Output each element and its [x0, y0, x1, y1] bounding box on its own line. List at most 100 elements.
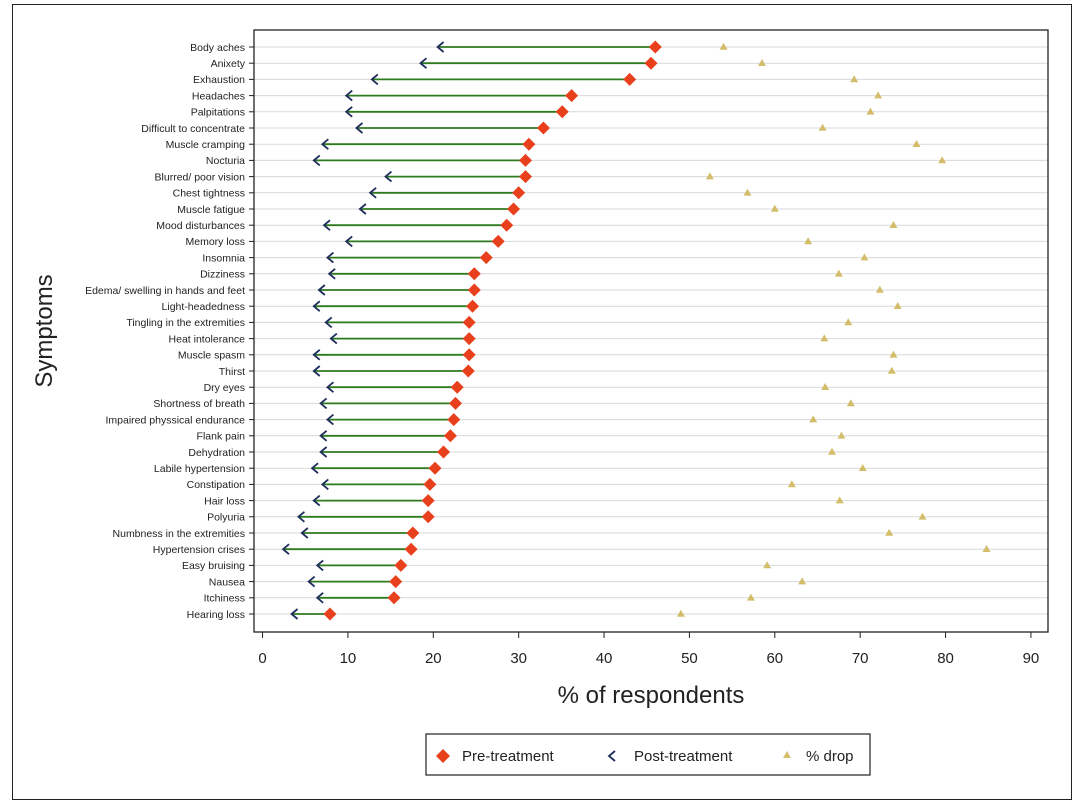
x-axis-title: % of respondents — [558, 682, 745, 709]
legend-diamond — [436, 749, 450, 763]
legend-arrow — [607, 750, 616, 762]
post-treatment-marker — [326, 381, 335, 393]
pre-treatment-marker — [421, 510, 435, 524]
percent-drop-marker — [770, 204, 779, 212]
post-treatment-marker — [370, 73, 379, 86]
pre-treatment-marker — [421, 494, 435, 508]
percent-drop-marker — [938, 156, 947, 164]
pre-treatment-marker — [423, 477, 437, 491]
percent-drop-marker — [858, 464, 867, 471]
percent-drop-marker — [834, 269, 843, 277]
post-treatment-marker — [300, 527, 309, 539]
post-treatment-marker — [358, 203, 367, 215]
chart-frame — [12, 4, 1072, 800]
symptom-label: Palpitations — [191, 107, 245, 119]
post-treatment-marker — [315, 559, 324, 572]
percent-drop-marker — [757, 59, 766, 66]
x-tick-label: 90 — [1023, 650, 1040, 667]
pre-treatment-markers — [323, 40, 662, 621]
symptom-label: Flank pain — [197, 431, 246, 443]
percent-drop-marker — [837, 431, 846, 439]
percent-drop-marker — [918, 512, 927, 520]
percent-drop-marker — [820, 334, 829, 342]
symptom-label: Muscle fatigue — [177, 204, 245, 216]
post-treatment-marker — [296, 511, 305, 523]
pre-treatment-marker — [462, 348, 476, 362]
pre-treatment-marker — [448, 396, 462, 410]
symptom-label: Muscle spasm — [178, 350, 245, 362]
pre-treatment-marker — [644, 56, 658, 70]
post-treatment-marker — [312, 300, 321, 312]
post-treatment-marker — [344, 106, 353, 118]
symptom-label: Nocturia — [206, 155, 245, 167]
symptom-label: Chest tightness — [173, 188, 245, 200]
legend-box — [425, 733, 871, 776]
post-treatment-marker — [436, 41, 445, 53]
symptom-label: Nausea — [209, 576, 245, 588]
pre-treatment-marker — [406, 526, 420, 540]
post-treatment-marker — [290, 608, 299, 620]
post-treatment-marker — [344, 89, 353, 102]
pre-treatment-marker — [467, 283, 481, 297]
symptom-label: Shortness of breath — [153, 398, 245, 410]
post-treatment-marker — [329, 332, 338, 345]
post-treatment-marker — [281, 543, 290, 555]
percent-drop-marker — [787, 480, 796, 488]
legend-post-treatment-label: Post-treatment — [634, 748, 733, 765]
post-treatment-marker — [317, 284, 326, 296]
pre-treatment-marker — [443, 429, 457, 443]
post-treatment-marker — [319, 446, 328, 458]
post-treatment-marker — [324, 316, 333, 329]
symptom-label: Numbness in the extremities — [113, 528, 245, 540]
post-treatment-marker — [327, 268, 336, 280]
symptom-labels: Body aches Anixety Exhaustion Headaches Palp… — [85, 42, 254, 621]
post-treatment-marker — [312, 494, 321, 507]
symptom-label: Memory loss — [185, 236, 245, 248]
post-treatment-marker — [344, 235, 353, 248]
pre-treatment-marker — [428, 461, 442, 475]
post-treatment-marker — [320, 478, 329, 491]
post-treatment-marker — [320, 138, 329, 150]
pre-treatment-marker — [623, 72, 637, 86]
post-treatment-marker — [312, 349, 321, 361]
pre-treatment-marker — [404, 542, 418, 556]
percent-drop-marker — [885, 528, 894, 536]
post-treatment-marker — [307, 575, 316, 588]
symptom-label: Tingling in the extremities — [126, 317, 245, 329]
post-treatment-marker — [355, 122, 364, 134]
percent-drop-marker — [827, 447, 836, 455]
percent-drop-marker — [860, 253, 869, 261]
x-tick-label: 50 — [681, 650, 698, 667]
symptom-label: Anixety — [211, 58, 246, 70]
pre-treatment-marker — [461, 364, 475, 378]
post-treatment-marker — [326, 413, 335, 426]
pre-treatment-marker — [522, 137, 536, 151]
percent-drop-marker — [719, 42, 728, 50]
post-treatment-marker — [322, 219, 331, 231]
post-treatment-marker — [384, 170, 393, 183]
post-treatment-marker — [310, 462, 319, 474]
symptom-label: Easy bruising — [182, 560, 245, 572]
legend-pre-treatment-marker — [436, 749, 450, 763]
symptom-label: Dizziness — [200, 269, 245, 281]
percent-drop-marker — [798, 577, 807, 585]
percent-drop-marker — [835, 496, 844, 504]
percent-drop-marker — [746, 593, 755, 601]
percent-drop-marker — [804, 237, 813, 245]
legend-pre-treatment-label: Pre-treatment — [462, 748, 555, 765]
symptom-label: Dehydration — [188, 447, 245, 459]
symptom-label: Hearing loss — [187, 609, 245, 621]
percent-drop-marker — [887, 366, 896, 374]
pre-treatment-marker — [394, 558, 408, 572]
symptom-label: Body aches — [190, 42, 245, 54]
y-axis-title: Symptoms — [31, 274, 58, 387]
symptom-label: Muscle cramping — [166, 139, 246, 151]
pre-treatment-marker — [323, 607, 337, 621]
pre-treatment-marker — [512, 186, 526, 200]
x-tick-label: 60 — [766, 650, 783, 667]
symptom-label: Constipation — [187, 479, 246, 491]
legend-percent-drop-label: % drop — [806, 748, 854, 765]
percent-drop-marker — [875, 285, 884, 293]
symptom-label: Blurred/ poor vision — [155, 171, 246, 183]
